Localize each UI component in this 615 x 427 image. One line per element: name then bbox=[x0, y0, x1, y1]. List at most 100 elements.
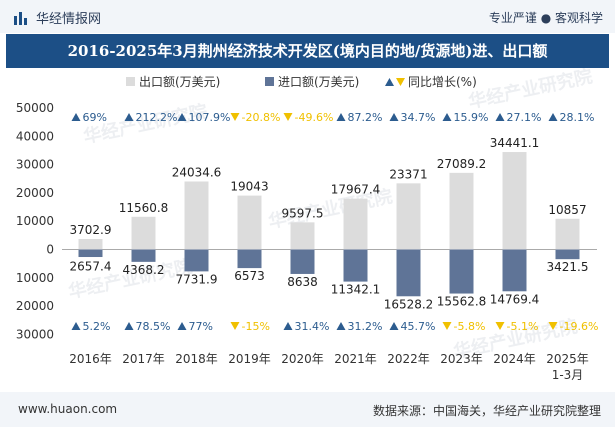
export-bar bbox=[184, 181, 209, 250]
import-bar bbox=[290, 249, 315, 274]
legend-growth-label: 同比增长(%) bbox=[408, 75, 477, 89]
export-growth-marker bbox=[230, 113, 240, 121]
export-growth-marker bbox=[71, 113, 81, 121]
import-growth-label: -19.6% bbox=[560, 320, 599, 333]
x-category-label: 2022年 bbox=[387, 352, 430, 366]
import-bar bbox=[502, 249, 527, 292]
import-growth-label: 78.5% bbox=[136, 320, 171, 333]
x-category-label: 2023年 bbox=[440, 352, 483, 366]
import-value-label: 3421.5 bbox=[547, 260, 589, 274]
export-growth-marker bbox=[389, 113, 399, 121]
import-bar bbox=[184, 249, 209, 272]
import-growth-marker bbox=[124, 322, 134, 330]
export-bar bbox=[78, 239, 103, 250]
import-growth-label: 31.2% bbox=[348, 320, 383, 333]
import-bar bbox=[555, 249, 580, 260]
export-bar bbox=[502, 152, 527, 250]
x-category-label: 2024年 bbox=[493, 352, 536, 366]
watermark-1: 华经产业研究院 bbox=[466, 68, 594, 113]
export-growth-marker bbox=[124, 113, 134, 121]
import-growth-label: 5.2% bbox=[83, 320, 111, 333]
export-growth-label: 69% bbox=[83, 111, 107, 124]
import-growth-label: -15% bbox=[242, 320, 270, 333]
footer: www.huaon.com 数据来源：中国海关，华经产业研究院整理 bbox=[0, 392, 615, 427]
export-value-label: 17967.4 bbox=[331, 183, 381, 197]
import-growth-marker bbox=[548, 322, 558, 330]
import-bar bbox=[343, 249, 368, 282]
export-growth-label: 28.1% bbox=[560, 111, 595, 124]
legend-import-label: 进口额(万美元) bbox=[278, 75, 359, 89]
footer-url[interactable]: www.huaon.com bbox=[18, 402, 118, 416]
import-growth-label: 77% bbox=[189, 320, 213, 333]
import-growth-marker bbox=[177, 322, 187, 330]
x-category-label: 2017年 bbox=[122, 352, 165, 366]
x-category-label: 2018年 bbox=[175, 352, 218, 366]
watermark-0: 华经产业研究院 bbox=[81, 100, 209, 148]
export-value-label: 23371 bbox=[389, 167, 427, 181]
export-bar bbox=[237, 195, 262, 250]
export-growth-label: 87.2% bbox=[348, 111, 383, 124]
brand[interactable]: 华经情报网 bbox=[14, 8, 101, 27]
import-growth-marker bbox=[495, 322, 505, 330]
import-value-label: 16528.2 bbox=[384, 297, 434, 311]
export-bar bbox=[343, 198, 368, 250]
legend-import-swatch bbox=[265, 77, 274, 86]
export-bar bbox=[555, 218, 580, 250]
import-value-label: 15562.8 bbox=[437, 295, 487, 309]
y-tick-label: 50000 bbox=[16, 101, 54, 115]
x-category-sublabel: 1-3月 bbox=[552, 368, 584, 382]
y-tick-label: 20000 bbox=[16, 186, 54, 200]
x-category-label: 2020年 bbox=[281, 352, 324, 366]
export-value-label: 34441.1 bbox=[490, 136, 540, 150]
y-tick-label: 40000 bbox=[16, 129, 54, 143]
import-bar bbox=[396, 249, 421, 297]
import-value-label: 6573 bbox=[234, 269, 265, 283]
brand-name: 华经情报网 bbox=[36, 12, 102, 27]
import-value-label: 14769.4 bbox=[490, 292, 540, 306]
import-value-label: 2657.4 bbox=[70, 260, 112, 274]
import-bar bbox=[131, 249, 156, 262]
export-value-label: 11560.8 bbox=[119, 201, 169, 215]
export-value-label: 3702.9 bbox=[70, 223, 112, 237]
import-bar bbox=[237, 249, 262, 269]
import-bar bbox=[78, 249, 103, 258]
export-growth-marker bbox=[495, 113, 505, 121]
y-tick-label: 30000 bbox=[16, 158, 54, 172]
import-bar bbox=[449, 249, 474, 294]
export-growth-marker bbox=[336, 113, 346, 121]
legend-down-triangle bbox=[396, 78, 405, 86]
export-growth-label: 27.1% bbox=[507, 111, 542, 124]
chart-area: 华经产业研究院华经产业研究院华经产业研究院华经产业研究院华经产业研究院出口额(万… bbox=[16, 68, 599, 382]
import-value-label: 7731.9 bbox=[176, 272, 218, 286]
x-category-label: 2021年 bbox=[334, 352, 377, 366]
export-bar bbox=[396, 183, 421, 250]
x-category-label: 2025年 bbox=[546, 352, 589, 366]
export-bar bbox=[449, 172, 474, 250]
import-growth-marker bbox=[389, 322, 399, 330]
export-growth-marker bbox=[442, 113, 452, 121]
y-tick-label: 10000 bbox=[16, 271, 54, 285]
import-value-label: 4368.2 bbox=[123, 263, 165, 277]
import-growth-marker bbox=[442, 322, 452, 330]
export-growth-label: -49.6% bbox=[295, 111, 334, 124]
bar-chart-icon bbox=[14, 12, 27, 25]
legend-export-label: 出口额(万美元) bbox=[139, 75, 220, 89]
top-bar: 华经情报网 专业严谨 ● 客观科学 bbox=[0, 0, 615, 33]
export-value-label: 9597.5 bbox=[282, 206, 324, 220]
export-growth-label: 15.9% bbox=[454, 111, 489, 124]
legend-up-triangle bbox=[385, 78, 394, 86]
export-value-label: 24034.6 bbox=[172, 165, 222, 179]
tagline: 专业严谨 ● 客观科学 bbox=[488, 11, 603, 25]
export-value-label: 19043 bbox=[230, 180, 268, 194]
import-growth-label: 45.7% bbox=[401, 320, 436, 333]
import-growth-label: -5.1% bbox=[507, 320, 539, 333]
import-growth-marker bbox=[336, 322, 346, 330]
y-tick-label: 0 bbox=[46, 243, 54, 257]
export-growth-marker bbox=[177, 113, 187, 121]
import-value-label: 8638 bbox=[287, 275, 318, 289]
export-growth-label: -20.8% bbox=[242, 111, 281, 124]
y-tick-label: 30000 bbox=[16, 327, 54, 341]
import-growth-marker bbox=[71, 322, 81, 330]
legend-export-swatch bbox=[126, 77, 135, 86]
